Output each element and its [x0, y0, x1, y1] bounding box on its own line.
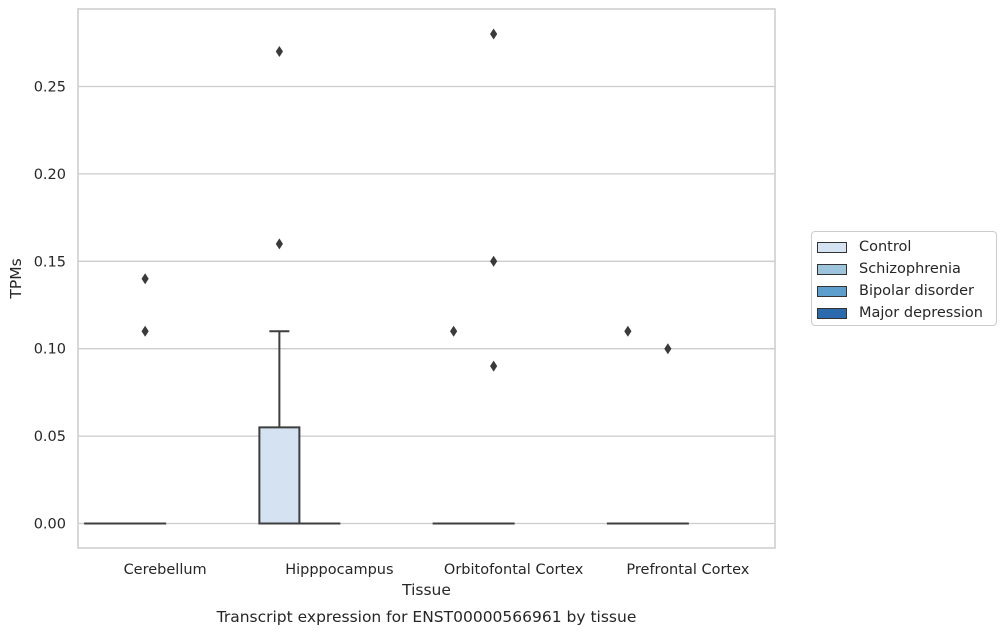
legend-swatch [817, 263, 847, 275]
legend-swatch [817, 241, 847, 253]
y-tick-label: 0.25 [34, 80, 66, 96]
box-group [646, 343, 689, 525]
outlier-point [141, 325, 149, 337]
outlier-point [490, 360, 498, 372]
outlier-point [275, 238, 283, 250]
box [258, 426, 301, 525]
y-tick-label: 0.00 [34, 517, 66, 533]
grid-lines [78, 85, 775, 525]
x-tick-labels: Cerebellum Hipppocampus Orbitofontal Corte… [124, 562, 750, 578]
box-group [258, 46, 301, 525]
plot-frame [77, 8, 776, 549]
legend-label: Control [859, 239, 912, 255]
x-axis-title: Tissue [401, 581, 451, 599]
box-plot-marks [84, 28, 689, 525]
x-tick-label: Cerebellum [124, 562, 207, 578]
x-tick-label: Hipppocampus [285, 562, 393, 578]
legend-item: Control [817, 236, 996, 258]
legend-label: Schizophrenia [859, 261, 961, 277]
y-axis-title: TPMs [7, 258, 25, 299]
y-tick-label: 0.05 [34, 429, 66, 445]
legend-item: Schizophrenia [817, 258, 996, 280]
box-group [432, 325, 475, 525]
outlier-point [275, 46, 283, 58]
x-tick-label: Prefrontal Cortex [626, 562, 749, 578]
outlier-point [624, 325, 632, 337]
box-group [472, 28, 515, 525]
legend-item: Major depression [817, 302, 996, 324]
legend-swatch [817, 285, 847, 297]
box-group [606, 325, 649, 525]
outlier-point [490, 255, 498, 267]
outlier-point [450, 325, 458, 337]
y-tick-label: 0.10 [34, 342, 66, 358]
outlier-point [141, 273, 149, 285]
y-tick-label: 0.20 [34, 167, 66, 183]
y-tick-label: 0.15 [34, 254, 66, 270]
legend-label: Major depression [859, 305, 983, 321]
legend-label: Bipolar disorder [859, 283, 974, 299]
legend: Control Schizophrenia Bipolar disorder Majo… [811, 231, 997, 326]
legend-item: Bipolar disorder [817, 280, 996, 302]
outlier-point [664, 343, 672, 355]
box-group [124, 273, 167, 525]
y-tick-labels: 0.00 0.05 0.10 0.15 0.20 0.25 [34, 80, 66, 533]
outlier-point [490, 28, 498, 40]
legend-swatch [817, 307, 847, 319]
x-tick-label: Orbitofontal Cortex [444, 562, 584, 578]
chart-title: Transcript expression for ENST0000056696… [216, 608, 637, 626]
